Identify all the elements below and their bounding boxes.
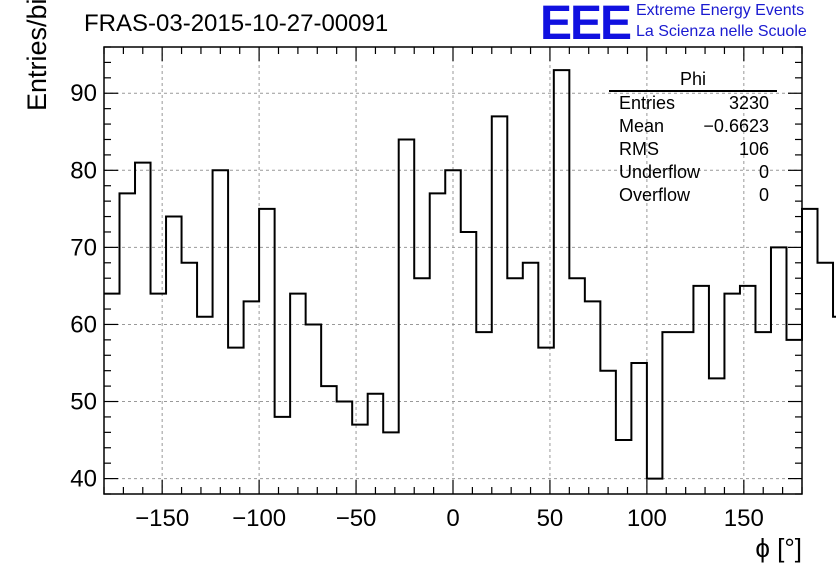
eee-logo: EEE [540, 0, 632, 50]
y-tick-label: 90 [70, 80, 97, 107]
y-tick-label: 50 [70, 389, 97, 416]
y-tick-label: 60 [70, 311, 97, 338]
stats-row-mean: Mean −0.6623 [609, 115, 777, 138]
x-tick-label: 150 [724, 505, 764, 532]
stats-row-rms: RMS 106 [609, 138, 777, 161]
y-tick-label: 70 [70, 234, 97, 261]
stats-title: Phi [609, 69, 777, 92]
histogram-series-line [104, 69, 836, 480]
x-tick-label: −50 [336, 505, 377, 532]
stats-label: Entries [619, 93, 676, 113]
x-tick-label: 100 [627, 505, 667, 532]
x-tick-label: −150 [135, 505, 189, 532]
stats-row-underflow: Underflow 0 [609, 161, 777, 184]
stats-value: 3230 [728, 93, 769, 113]
stats-value: 0 [758, 162, 769, 182]
stats-label: Overflow [619, 185, 691, 205]
x-tick-label: 0 [446, 505, 459, 532]
y-axis-label: Entries/bin [22, 0, 52, 111]
x-axis-label: ϕ [°] [755, 533, 802, 563]
y-tick-label: 40 [70, 466, 97, 493]
stats-label: Mean [619, 116, 665, 136]
stats-row-overflow: Overflow 0 [609, 184, 777, 207]
stats-box: Phi Entries 3230 Mean −0.6623 RMS 106 Un… [609, 69, 777, 207]
stats-label: RMS [619, 139, 659, 159]
stats-value: 106 [738, 139, 769, 159]
stats-value: 0 [758, 185, 769, 205]
logo-text-line2: La Scienza nelle Scuole [636, 23, 807, 40]
stats-label: Underflow [619, 162, 701, 182]
stats-value: −0.6623 [703, 116, 769, 136]
chart-title: FRAS-03-2015-10-27-00091 [84, 10, 389, 37]
stats-row-entries: Entries 3230 [609, 92, 777, 115]
logo-text-line1: Extreme Energy Events [636, 2, 805, 19]
y-tick-label: 80 [70, 157, 97, 184]
x-tick-label: 50 [537, 505, 564, 532]
x-tick-label: −100 [232, 505, 286, 532]
